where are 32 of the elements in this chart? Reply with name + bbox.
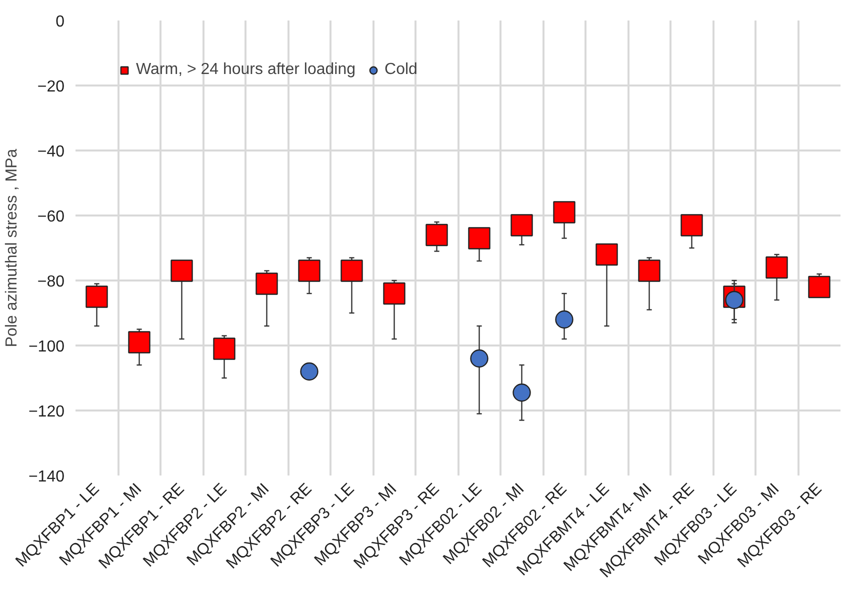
point xyxy=(680,214,703,236)
point xyxy=(553,201,576,224)
point xyxy=(766,256,788,279)
y-tick-label: −120 xyxy=(28,404,65,420)
point xyxy=(470,349,488,368)
point xyxy=(256,272,278,295)
y-axis-title: Pole azimuthal stress , MPa xyxy=(3,148,20,348)
point xyxy=(510,214,533,236)
legend-label: Warm, > 24 hours after loading xyxy=(136,61,356,79)
y-tick-label: −80 xyxy=(37,274,65,290)
point xyxy=(808,276,830,298)
point xyxy=(128,331,150,354)
y-tick-label: −100 xyxy=(28,338,65,356)
y-tick-label: 0 xyxy=(56,14,65,30)
point xyxy=(512,384,531,402)
point xyxy=(300,362,318,381)
legend-label: Cold xyxy=(384,61,418,79)
y-tick-label: −140 xyxy=(28,468,65,486)
point xyxy=(298,260,320,282)
point xyxy=(383,282,406,305)
point xyxy=(468,227,490,250)
point xyxy=(213,338,236,360)
point xyxy=(86,286,108,308)
point xyxy=(170,260,193,282)
point xyxy=(340,260,363,282)
point xyxy=(555,310,574,329)
point xyxy=(638,260,660,282)
y-tick-label: −60 xyxy=(37,208,65,226)
point xyxy=(596,243,618,266)
y-tick-label: −40 xyxy=(37,144,65,160)
point xyxy=(426,224,448,246)
y-tick-label: −20 xyxy=(37,78,65,96)
